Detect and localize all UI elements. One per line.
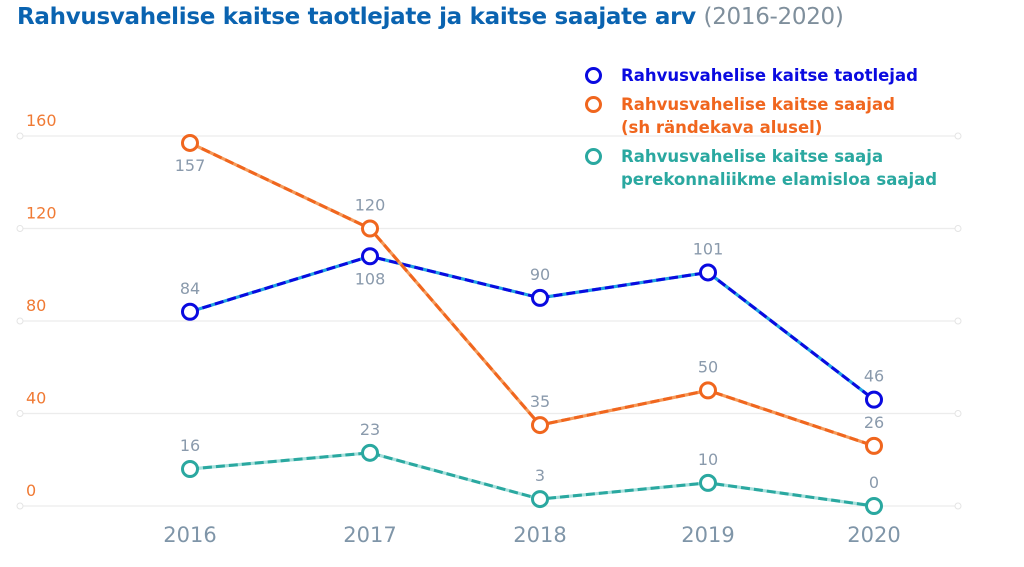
data-point: [699, 473, 717, 492]
gridline-end-dot: [954, 410, 962, 417]
legend-label: Rahvusvahelise kaitse saaja perekonnalii…: [621, 147, 938, 189]
series-line: [189, 254, 875, 401]
data-point: [181, 460, 199, 478]
data-point: [531, 490, 549, 509]
gridline-end-dot: [16, 132, 24, 140]
chart-title-main: Rahvusvahelise kaitse taotlejate ja kait…: [17, 4, 696, 30]
data-point: [181, 302, 199, 321]
legend-label: Rahvusvahelise kaitse saajad (sh rändeka…: [621, 95, 895, 137]
gridline-end-dot: [16, 225, 24, 232]
data-point: [531, 416, 549, 435]
x-tick-label: 2017: [343, 523, 396, 547]
data-label: 108: [355, 269, 386, 288]
gridline-end-dot: [954, 132, 962, 140]
data-point: [361, 247, 379, 266]
gridline-end-dot: [954, 225, 962, 232]
gridline-end-dot: [16, 410, 24, 417]
y-tick-label: 0: [26, 481, 36, 500]
legend-marker-icon: [585, 67, 602, 84]
data-point: [531, 288, 549, 307]
gridline-end-dot: [16, 317, 24, 325]
chart-title: Rahvusvahelise kaitse taotlejate ja kait…: [17, 4, 844, 30]
data-point: [181, 133, 199, 152]
data-label: 101: [693, 239, 724, 258]
x-tick-label: 2019: [681, 523, 734, 547]
y-tick-label: 160: [26, 111, 57, 130]
data-point: [699, 381, 717, 400]
legend-marker-icon: [585, 148, 602, 165]
data-label: 84: [180, 279, 200, 298]
data-label: 46: [864, 367, 884, 386]
data-point: [699, 263, 717, 282]
y-tick-label: 40: [26, 389, 46, 408]
data-label: 157: [175, 156, 206, 175]
data-point: [865, 497, 883, 515]
series-0: [181, 247, 883, 409]
data-point: [865, 390, 883, 409]
legend-item: Rahvusvahelise kaitse saaja perekonnalii…: [585, 145, 937, 191]
y-tick-label: 120: [26, 204, 57, 223]
series-2: [181, 443, 883, 515]
gridline-end-dot: [954, 502, 962, 510]
data-label: 120: [355, 196, 386, 215]
legend-item: Rahvusvahelise kaitse taotlejad: [585, 64, 937, 87]
legend: Rahvusvahelise kaitse taotlejad Rahvusvah…: [585, 64, 937, 197]
data-label: 26: [864, 413, 884, 432]
gridline-end-dot: [16, 502, 24, 510]
gridlines: [16, 132, 962, 510]
data-label: 10: [698, 450, 718, 469]
data-label: 0: [869, 473, 879, 492]
legend-marker-icon: [585, 96, 602, 113]
x-tick-label: 2016: [163, 523, 216, 547]
data-point: [361, 443, 379, 462]
gridline-end-dot: [954, 317, 962, 325]
legend-item: Rahvusvahelise kaitse saajad (sh rändeka…: [585, 93, 937, 139]
data-point: [361, 219, 379, 238]
legend-label: Rahvusvahelise kaitse taotlejad: [621, 66, 918, 85]
data-label: 3: [535, 466, 545, 485]
y-tick-label: 80: [26, 296, 46, 315]
data-label: 16: [180, 436, 200, 455]
data-point: [865, 436, 883, 455]
data-label: 35: [530, 392, 550, 411]
x-tick-label: 2020: [847, 523, 900, 547]
chart-subtitle: (2016-2020): [703, 4, 844, 30]
x-tick-label: 2018: [513, 523, 566, 547]
series-1: [181, 133, 883, 455]
data-label: 50: [698, 357, 718, 376]
data-label: 90: [530, 265, 550, 284]
data-label: 23: [360, 420, 380, 439]
